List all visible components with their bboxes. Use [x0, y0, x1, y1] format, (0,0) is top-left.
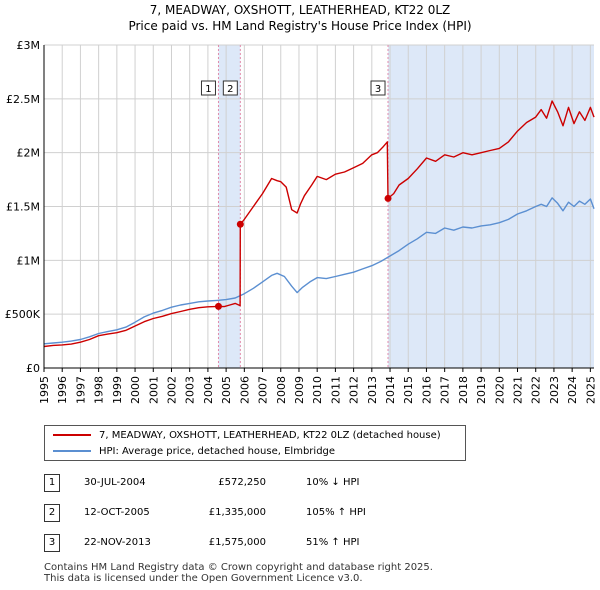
- x-tick-label: 1996: [56, 376, 69, 404]
- x-tick-label: 2005: [220, 376, 233, 404]
- x-tick-label: 2001: [147, 376, 160, 404]
- transaction-price: £572,250: [218, 477, 266, 488]
- legend-swatch-price-paid: [53, 434, 91, 436]
- x-tick-label: 2016: [420, 376, 433, 404]
- x-tick-label: 2025: [584, 376, 597, 404]
- sale-marker-box: [370, 80, 386, 96]
- x-tick-label: 1998: [93, 376, 106, 404]
- footer-licence: This data is licensed under the Open Gov…: [44, 573, 363, 584]
- transaction-price: £1,335,000: [208, 507, 266, 518]
- x-tick-label: 1995: [38, 376, 51, 404]
- x-tick-label: 2000: [129, 376, 142, 404]
- y-tick-label: £1M: [17, 254, 41, 267]
- x-tick-label: 2013: [366, 376, 379, 404]
- sale-marker-box: [200, 80, 216, 96]
- sale-point: [236, 220, 244, 228]
- transaction-date: 12-OCT-2005: [84, 507, 150, 518]
- footer-copyright: Contains HM Land Registry data © Crown c…: [44, 562, 433, 573]
- x-tick-label: 2024: [566, 376, 579, 404]
- sale-marker-box: [222, 80, 238, 96]
- x-tick-label: 2020: [493, 376, 506, 404]
- sale-marker-label: 1: [205, 84, 211, 95]
- chart-title-line1: 7, MEADWAY, OXSHOTT, LEATHERHEAD, KT22 0…: [149, 3, 451, 17]
- x-tick-label: 2003: [184, 376, 197, 404]
- legend-label-price-paid: 7, MEADWAY, OXSHOTT, LEATHERHEAD, KT22 0…: [99, 430, 441, 441]
- x-tick-label: 2014: [384, 376, 397, 404]
- y-tick-label: £500K: [5, 308, 41, 321]
- x-tick-label: 2007: [257, 376, 270, 404]
- footer: Contains HM Land Registry data © Crown c…: [44, 562, 433, 584]
- transaction-hpi-diff: 105% ↑ HPI: [306, 507, 366, 518]
- y-tick-label: £2M: [17, 147, 41, 160]
- chart-title-line2: Price paid vs. HM Land Registry's House …: [128, 19, 472, 33]
- sale-point: [384, 194, 392, 202]
- transaction-number-badge: 1: [44, 474, 60, 492]
- price-chart: £0 £500K £1M £1.5M £2M £2.5M £3M 1995 1996 1997 19…: [5, 39, 598, 404]
- transaction-hpi-diff: 51% ↑ HPI: [306, 537, 360, 548]
- transaction-date: 22-NOV-2013: [84, 537, 151, 548]
- x-tick-label: 1997: [74, 376, 87, 404]
- transaction-number-badge: 2: [44, 504, 60, 522]
- x-tick-label: 2008: [275, 376, 288, 404]
- transaction-price: £1,575,000: [208, 537, 266, 548]
- x-tick-label: 2018: [457, 376, 470, 404]
- y-tick-label: £1.5M: [6, 201, 40, 214]
- x-tick-label: 2011: [329, 376, 342, 404]
- legend: 7, MEADWAY, OXSHOTT, LEATHERHEAD, KT22 0…: [44, 425, 466, 461]
- sale-marker-label: 2: [227, 84, 233, 95]
- x-tick-label: 2009: [293, 376, 306, 404]
- x-tick-label: 2023: [548, 376, 561, 404]
- legend-item-hpi: HPI: Average price, detached house, Elmb…: [53, 445, 335, 459]
- table-row: 1 30-JUL-2004 £572,250 10% ↓ HPI: [44, 474, 444, 494]
- legend-item-price-paid: 7, MEADWAY, OXSHOTT, LEATHERHEAD, KT22 0…: [53, 429, 441, 443]
- x-tick-label: 2022: [530, 376, 543, 404]
- legend-label-hpi: HPI: Average price, detached house, Elmb…: [99, 446, 336, 457]
- x-tick-label: 2012: [348, 376, 361, 404]
- x-tick-label: 2004: [202, 376, 215, 404]
- x-tick-label: 2002: [165, 376, 178, 404]
- y-tick-label: £3M: [17, 39, 41, 52]
- price-paid-line: [43, 100, 595, 348]
- sale-point: [214, 302, 222, 310]
- y-tick-label: £0: [26, 362, 40, 375]
- transaction-hpi-diff: 10% ↓ HPI: [306, 477, 360, 488]
- x-tick-label: 2010: [311, 376, 324, 404]
- x-tick-label: 2019: [475, 376, 488, 404]
- table-row: 2 12-OCT-2005 £1,335,000 105% ↑ HPI: [44, 504, 444, 524]
- x-tick-label: 2021: [512, 376, 525, 404]
- legend-swatch-hpi: [53, 450, 91, 452]
- transaction-number-badge: 3: [44, 534, 60, 552]
- hpi-line: [43, 197, 595, 345]
- y-tick-label: £2.5M: [6, 93, 40, 106]
- x-tick-label: 2006: [238, 376, 251, 404]
- x-tick-label: 2017: [439, 376, 452, 404]
- sale-marker-label: 3: [375, 84, 381, 95]
- x-tick-label: 2015: [402, 376, 415, 404]
- transaction-date: 30-JUL-2004: [84, 477, 146, 488]
- x-tick-label: 1999: [111, 376, 124, 404]
- table-row: 3 22-NOV-2013 £1,575,000 51% ↑ HPI: [44, 534, 444, 554]
